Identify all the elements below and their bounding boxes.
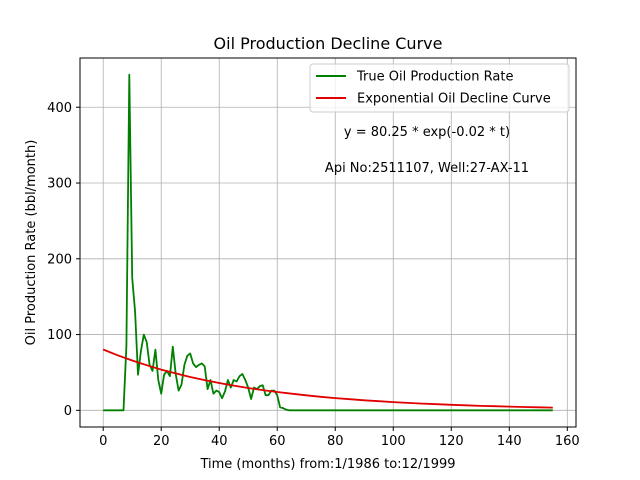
x-tick-label: 120: [439, 434, 464, 449]
y-tick-label: 300: [47, 177, 72, 192]
y-tick-label: 0: [64, 404, 72, 419]
x-tick-label: 0: [99, 434, 107, 449]
y-tick-label: 100: [47, 328, 72, 343]
well-annotation: Api No:2511107, Well:27-AX-11: [325, 161, 529, 176]
x-tick-label: 60: [269, 434, 286, 449]
y-tick-label: 400: [47, 101, 72, 116]
x-tick-label: 80: [327, 434, 344, 449]
x-axis-label: Time (months) from:1/1986 to:12/1999: [199, 457, 455, 472]
plot-area-frame: [79, 57, 577, 428]
true-production-rate-line: [103, 73, 553, 412]
x-tick-label: 20: [153, 434, 170, 449]
x-tick-label: 100: [381, 434, 406, 449]
exponential-decline-line: [102, 348, 553, 409]
axis-ticks: 0 20 40 60 80 100 120 140 160 0 100 200 300 400: [47, 101, 580, 449]
y-axis-label: Oil Production Rate (bbl/month): [24, 140, 39, 346]
series-layer: [102, 73, 553, 412]
x-tick-label: 160: [555, 434, 580, 449]
legend-label-true-rate: True Oil Production Rate: [356, 70, 513, 85]
legend: True Oil Production Rate Exponential Oil…: [309, 63, 570, 113]
y-tick-label: 200: [47, 252, 72, 267]
x-tick-label: 40: [211, 434, 228, 449]
equation-annotation: y = 80.25 * exp(-0.02 * t): [344, 125, 510, 140]
x-tick-label: 140: [497, 434, 522, 449]
chart-title: Oil Production Decline Curve: [214, 34, 443, 53]
legend-box: [309, 63, 570, 113]
legend-label-decline-curve: Exponential Oil Decline Curve: [357, 92, 551, 107]
